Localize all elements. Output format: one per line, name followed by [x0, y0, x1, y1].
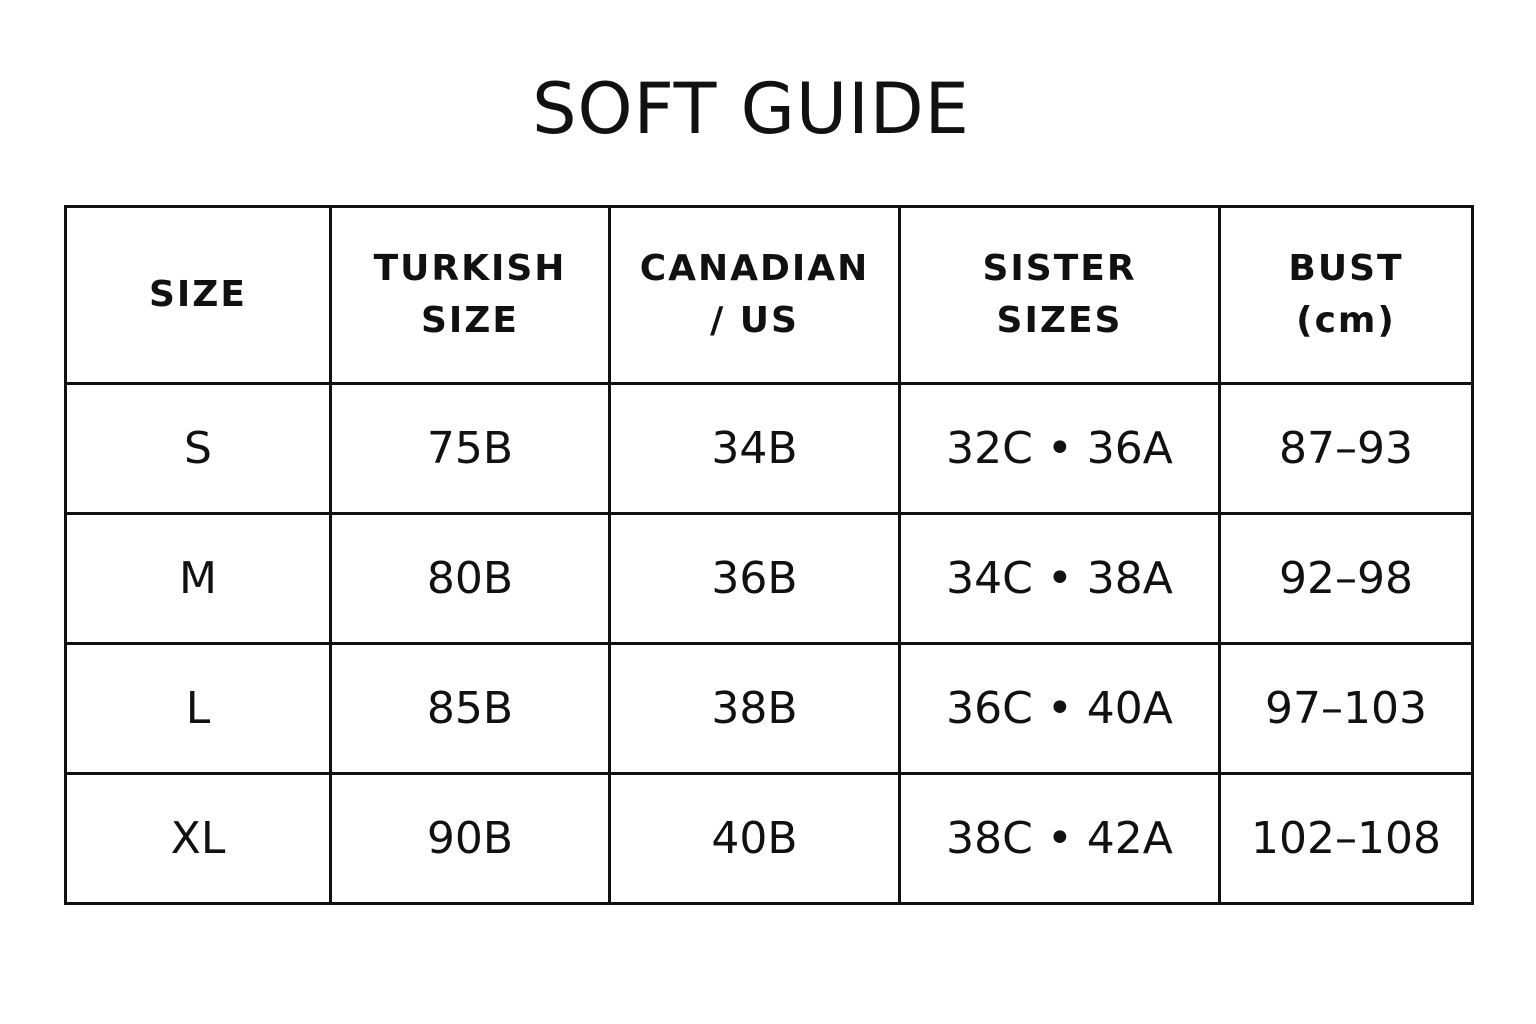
header-line: SISTER: [982, 248, 1137, 289]
cell-size: S: [64, 382, 332, 515]
cell-size: XL: [64, 772, 332, 905]
header-line: BUST: [1288, 248, 1404, 289]
cell-sister-sizes: 36C • 40A: [898, 642, 1221, 775]
table-row: L 85B 38B 36C • 40A 97–103: [64, 642, 1474, 775]
column-header-turkish-size: TURKISH SIZE: [329, 205, 611, 385]
table-row: S 75B 34B 32C • 36A 87–93: [64, 382, 1474, 515]
header-line: TURKISH: [373, 248, 567, 289]
column-header-canadian-us: CANADIAN / US: [608, 205, 901, 385]
size-table: SIZE TURKISH SIZE CANADIAN / US SISTER SIZES BU…: [64, 205, 1474, 905]
column-header-bust-cm: BUST (cm): [1218, 205, 1474, 385]
cell-turkish-size: 90B: [329, 772, 611, 905]
cell-canadian-us: 34B: [608, 382, 901, 515]
header-line: / US: [710, 300, 799, 341]
cell-canadian-us: 38B: [608, 642, 901, 775]
cell-size: M: [64, 512, 332, 645]
header-line: SIZES: [996, 300, 1123, 341]
cell-sister-sizes: 38C • 42A: [898, 772, 1221, 905]
page-title: SOFT GUIDE: [532, 68, 970, 150]
cell-turkish-size: 75B: [329, 382, 611, 515]
cell-sister-sizes: 34C • 38A: [898, 512, 1221, 645]
header-line: SIZE: [148, 274, 248, 315]
cell-turkish-size: 80B: [329, 512, 611, 645]
cell-canadian-us: 36B: [608, 512, 901, 645]
cell-bust-cm: 92–98: [1218, 512, 1474, 645]
table-row: M 80B 36B 34C • 38A 92–98: [64, 512, 1474, 645]
cell-sister-sizes: 32C • 36A: [898, 382, 1221, 515]
cell-turkish-size: 85B: [329, 642, 611, 775]
cell-bust-cm: 87–93: [1218, 382, 1474, 515]
table-row: XL 90B 40B 38C • 42A 102–108: [64, 772, 1474, 905]
header-line: CANADIAN: [639, 248, 870, 289]
header-line: (cm): [1296, 300, 1396, 341]
cell-bust-cm: 102–108: [1218, 772, 1474, 905]
column-header-size: SIZE: [64, 205, 332, 385]
cell-bust-cm: 97–103: [1218, 642, 1474, 775]
column-header-sister-sizes: SISTER SIZES: [898, 205, 1221, 385]
cell-size: L: [64, 642, 332, 775]
header-line: SIZE: [420, 300, 520, 341]
cell-canadian-us: 40B: [608, 772, 901, 905]
header-row: SIZE TURKISH SIZE CANADIAN / US SISTER SIZES BU…: [64, 205, 1474, 385]
